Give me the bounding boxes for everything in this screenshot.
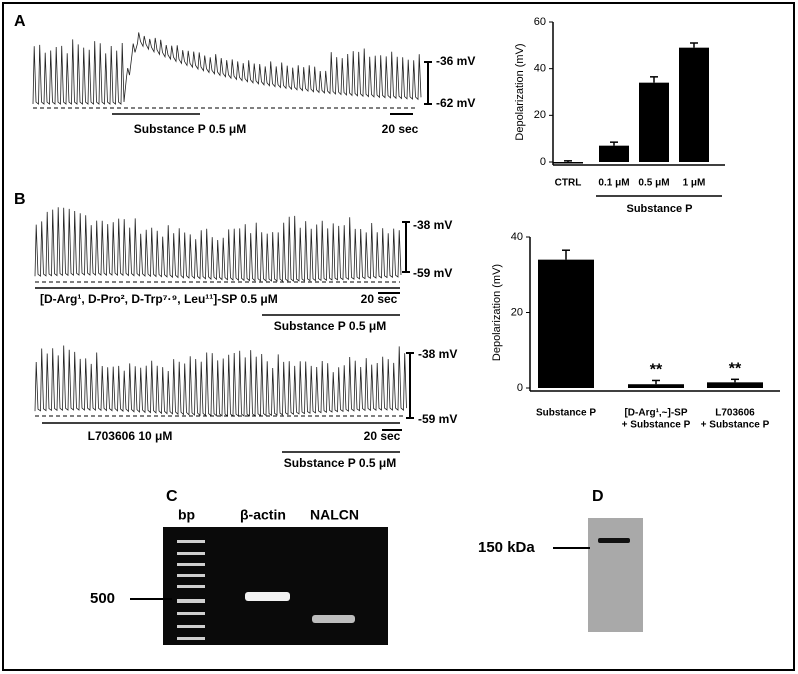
y-tick-label: 40 <box>534 63 546 75</box>
trace-label: Substance P 0.5 μM <box>134 122 247 136</box>
trace-label: -36 mV <box>436 54 475 68</box>
lane-label: bp <box>178 507 195 523</box>
ladder-band <box>177 637 205 640</box>
x-tick-label: 0.5 μM <box>638 178 669 189</box>
y-axis-label: Depolarization (mV) <box>514 43 526 140</box>
x-tick-label: 0.1 μM <box>598 178 629 189</box>
x-tick-label: CTRL <box>555 178 582 189</box>
bar <box>599 145 629 162</box>
marker-label: 500 <box>90 590 115 607</box>
significance-label: ** <box>650 362 663 379</box>
trace-label: -59 mV <box>413 266 452 280</box>
ladder-band <box>177 599 205 603</box>
x-tick-label: + Substance P <box>622 420 691 431</box>
panel-label: C <box>166 488 178 505</box>
significance-label: ** <box>729 361 742 378</box>
y-axis-label: Depolarization (mV) <box>491 264 503 361</box>
x-tick-label: L703606 <box>715 408 755 419</box>
trace-label: -38 mV <box>418 347 457 361</box>
voltage-trace <box>34 345 407 417</box>
y-tick-label: 0 <box>540 156 546 168</box>
x-tick-label: 1 μM <box>683 178 706 189</box>
panel-label: B <box>14 191 26 208</box>
lane-label: NALCN <box>310 507 359 523</box>
marker-label: 150 kDa <box>478 539 535 556</box>
trace-label: L703606 10 μM <box>88 429 173 443</box>
trace-label: Substance P 0.5 μM <box>274 319 387 333</box>
bar <box>553 162 583 164</box>
x-tick-label: [D-Arg¹,~]-SP <box>624 408 687 419</box>
bar <box>628 384 684 388</box>
trace-label: -62 mV <box>436 96 475 110</box>
ladder-band <box>177 574 205 577</box>
trace-label: 20 sec <box>382 122 419 136</box>
y-tick-label: 60 <box>534 16 546 28</box>
ladder-band <box>177 552 205 555</box>
blot-image <box>588 518 643 632</box>
lane-label: β-actin <box>240 507 286 523</box>
trace-label: [D-Arg¹, D-Pro², D-Trp⁷·⁹, Leu¹¹]-SP 0.5… <box>40 292 278 306</box>
ladder-band <box>177 612 205 615</box>
x-tick-label: + Substance P <box>701 420 770 431</box>
ladder-band <box>177 540 205 543</box>
trace-label: Substance P 0.5 μM <box>284 456 397 470</box>
y-tick-label: 20 <box>534 109 546 121</box>
trace-label: -38 mV <box>413 218 452 232</box>
y-tick-label: 40 <box>511 231 523 243</box>
bar <box>679 47 709 162</box>
group-label: Substance P <box>626 203 692 215</box>
gel-band <box>312 615 355 623</box>
trace-label: 20 sec <box>361 292 398 306</box>
ladder <box>177 540 205 640</box>
panel-label: D <box>592 488 604 505</box>
x-tick-label: Substance P <box>536 408 596 419</box>
bar <box>538 259 594 388</box>
bar <box>707 382 763 388</box>
gel-band <box>245 592 290 601</box>
trace-label: 20 sec <box>364 429 401 443</box>
panel-label: A <box>14 13 26 30</box>
voltage-trace <box>32 32 422 105</box>
y-tick-label: 20 <box>511 306 523 318</box>
ladder-band <box>177 563 205 566</box>
y-tick-label: 0 <box>517 382 523 394</box>
ladder-band <box>177 585 205 588</box>
voltage-trace <box>34 207 402 282</box>
ladder-band <box>177 625 205 628</box>
blot-band <box>598 538 630 543</box>
trace-label: -59 mV <box>418 412 457 426</box>
bar <box>639 82 669 162</box>
